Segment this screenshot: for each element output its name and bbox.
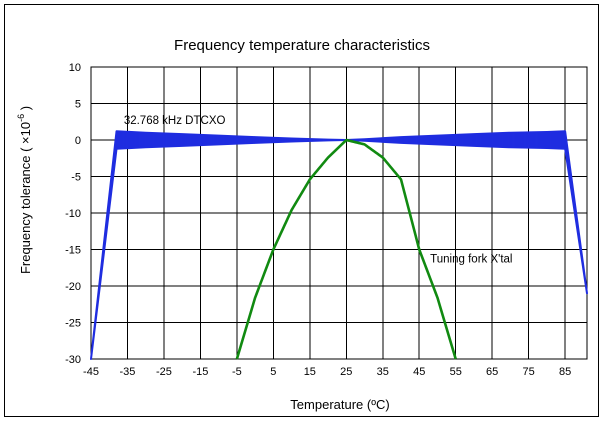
x-tick-label: 85 <box>559 366 571 378</box>
y-axis-label: Frequency tolerance ( ×10-6 ) <box>16 106 33 274</box>
x-tick-label: 75 <box>523 366 535 378</box>
series-dtcxo-band <box>90 130 588 360</box>
x-axis-label: Temperature (ºC) <box>290 397 389 412</box>
series-layer <box>90 130 588 360</box>
x-tick-label: -25 <box>156 366 172 378</box>
annotation-label: Tuning fork X'tal <box>430 254 512 266</box>
x-tick-labels: -45 -35 -25 -15 -5 5 15 25 35 45 55 65 75 85 <box>83 366 571 378</box>
x-tick-label: -15 <box>192 366 208 378</box>
y-tick-label: -10 <box>65 208 81 220</box>
y-tick-label: -5 <box>71 172 81 184</box>
annotations: 32.768 kHz DTCXO Tuning fork X'tal <box>124 115 513 266</box>
y-tick-label: -30 <box>65 354 81 366</box>
y-tick-label: 5 <box>75 99 81 111</box>
x-tick-label: -45 <box>83 366 99 378</box>
y-tick-labels: 10 5 0 -5 -10 -15 -20 -25 -30 <box>65 62 81 366</box>
chart-title: Frequency temperature characteristics <box>174 37 430 54</box>
x-tick-label: -5 <box>232 366 242 378</box>
x-tick-label: 45 <box>413 366 425 378</box>
x-tick-label: 65 <box>486 366 498 378</box>
series-tuning-fork-line <box>235 138 457 360</box>
y-axis-label-close: ) <box>18 106 33 114</box>
y-tick-label: 10 <box>69 62 81 74</box>
y-tick-label: 0 <box>75 135 81 147</box>
x-tick-label: 55 <box>450 366 462 378</box>
chart-frame: Frequency temperature characteristics -4… <box>4 4 599 417</box>
x-tick-label: 5 <box>270 366 276 378</box>
y-axis-label-main: Frequency tolerance ( ×10 <box>18 122 33 274</box>
y-tick-label: -15 <box>65 245 81 257</box>
y-tick-label: -25 <box>65 318 81 330</box>
chart-svg: Frequency temperature characteristics -4… <box>16 37 588 412</box>
x-tick-label: -35 <box>120 366 136 378</box>
grid <box>90 66 588 360</box>
series-dtcxo-oscillation <box>116 131 566 149</box>
y-tick-label: -20 <box>65 281 81 293</box>
y-axis-label-exponent: -6 <box>16 114 26 122</box>
x-tick-label: 15 <box>304 366 316 378</box>
x-tick-label: 35 <box>377 366 389 378</box>
x-tick-label: 25 <box>340 366 352 378</box>
annotation-label: 32.768 kHz DTCXO <box>124 115 226 127</box>
